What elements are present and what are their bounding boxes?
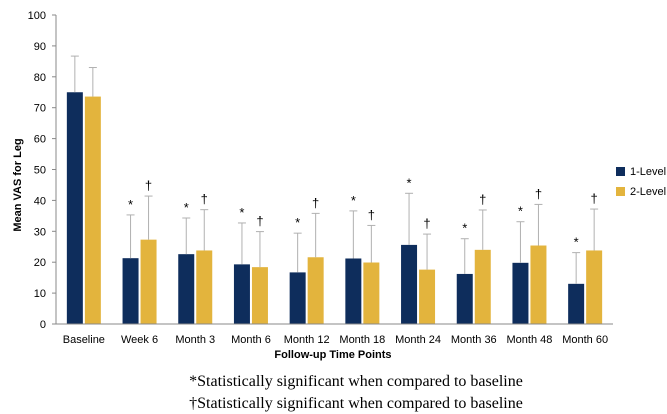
bar-1-level-month-18 xyxy=(345,258,362,324)
significance-marker: † xyxy=(145,178,152,193)
bar-1-level-month-12 xyxy=(289,272,306,324)
significance-marker: † xyxy=(535,186,542,201)
x-tick-label: Baseline xyxy=(63,334,105,346)
bar-1-level-month-48 xyxy=(512,262,529,324)
y-tick-label: 80 xyxy=(34,72,46,84)
bar-1-level-month-36 xyxy=(456,273,473,324)
significance-marker: † xyxy=(256,214,263,229)
legend-label: 2-Level xyxy=(630,186,666,198)
y-tick-label: 30 xyxy=(34,226,46,238)
legend-label: 1-Level xyxy=(630,166,666,178)
x-tick-label: Week 6 xyxy=(121,334,158,346)
x-tick-label: Month 36 xyxy=(451,334,497,346)
bar-2-level-month-3 xyxy=(196,250,213,324)
significance-marker: † xyxy=(312,195,319,210)
legend-swatch xyxy=(616,167,625,176)
significance-marker: * xyxy=(128,197,133,212)
bars-layer: * † * † * † * † * † * † * † * † * † xyxy=(66,55,603,325)
bar-2-level-month-48 xyxy=(530,245,547,324)
significance-marker: * xyxy=(518,204,523,219)
bar-1-level-month-6 xyxy=(233,264,250,324)
significance-marker: * xyxy=(295,215,300,230)
significance-marker: † xyxy=(368,207,375,222)
y-tick-label: 10 xyxy=(34,288,46,300)
y-axis-title: Mean VAS for Leg xyxy=(12,138,24,231)
bar-2-level-month-18 xyxy=(363,262,380,324)
significance-marker: * xyxy=(574,235,579,250)
significance-marker: † xyxy=(591,191,598,206)
y-tick-label: 100 xyxy=(28,10,46,22)
bar-2-level-month-6 xyxy=(251,267,268,324)
bar-1-level-week-6 xyxy=(122,258,139,324)
bar-1-level-month-3 xyxy=(178,254,195,324)
x-tick-label: Month 6 xyxy=(231,334,271,346)
footnote-asterisk: *Statistically significant when compared… xyxy=(189,373,523,390)
significance-marker: * xyxy=(239,205,244,220)
significance-marker: † xyxy=(201,192,208,207)
bar-1-level-baseline xyxy=(66,92,83,324)
y-tick-label: 20 xyxy=(34,257,46,269)
bar-1-level-month-24 xyxy=(401,244,418,324)
legend-swatch xyxy=(616,187,625,196)
bar-2-level-month-60 xyxy=(586,250,603,324)
significance-marker: * xyxy=(184,200,189,215)
significance-marker: † xyxy=(479,192,486,207)
x-tick-label: Month 60 xyxy=(562,334,608,346)
x-tick-label: Month 18 xyxy=(339,334,385,346)
bar-1-level-month-60 xyxy=(568,283,585,324)
significance-marker: * xyxy=(407,175,412,190)
x-tick-label: Month 48 xyxy=(507,334,553,346)
y-tick-label: 40 xyxy=(34,195,46,207)
y-tick-label: 50 xyxy=(34,165,46,177)
bar-2-level-month-36 xyxy=(474,249,491,324)
y-tick-label: 70 xyxy=(34,103,46,115)
bar-2-level-month-12 xyxy=(307,257,324,324)
significance-marker: † xyxy=(423,216,430,231)
y-axis-ticks: 0 10 20 30 40 50 60 70 80 90 100 xyxy=(28,10,56,331)
y-tick-label: 90 xyxy=(34,41,46,53)
significance-marker: * xyxy=(462,221,467,236)
y-tick-label: 60 xyxy=(34,134,46,146)
y-tick-label: 0 xyxy=(40,319,46,331)
bar-2-level-month-24 xyxy=(419,269,436,324)
footnote-dagger: †Statistically significant when compared… xyxy=(189,395,523,412)
x-tick-label: Month 24 xyxy=(395,334,441,346)
significance-marker: * xyxy=(351,193,356,208)
bar-2-level-week-6 xyxy=(140,239,157,324)
x-axis-title: Follow-up Time Points xyxy=(274,349,391,361)
x-axis-tick-labels: Baseline Week 6 Month 3 Month 6 Month 12 Mont… xyxy=(63,334,608,346)
legend: 1-Level 2-Level xyxy=(616,166,666,198)
bar-2-level-baseline xyxy=(84,96,101,325)
x-tick-label: Month 3 xyxy=(175,334,215,346)
x-tick-label: Month 12 xyxy=(284,334,330,346)
